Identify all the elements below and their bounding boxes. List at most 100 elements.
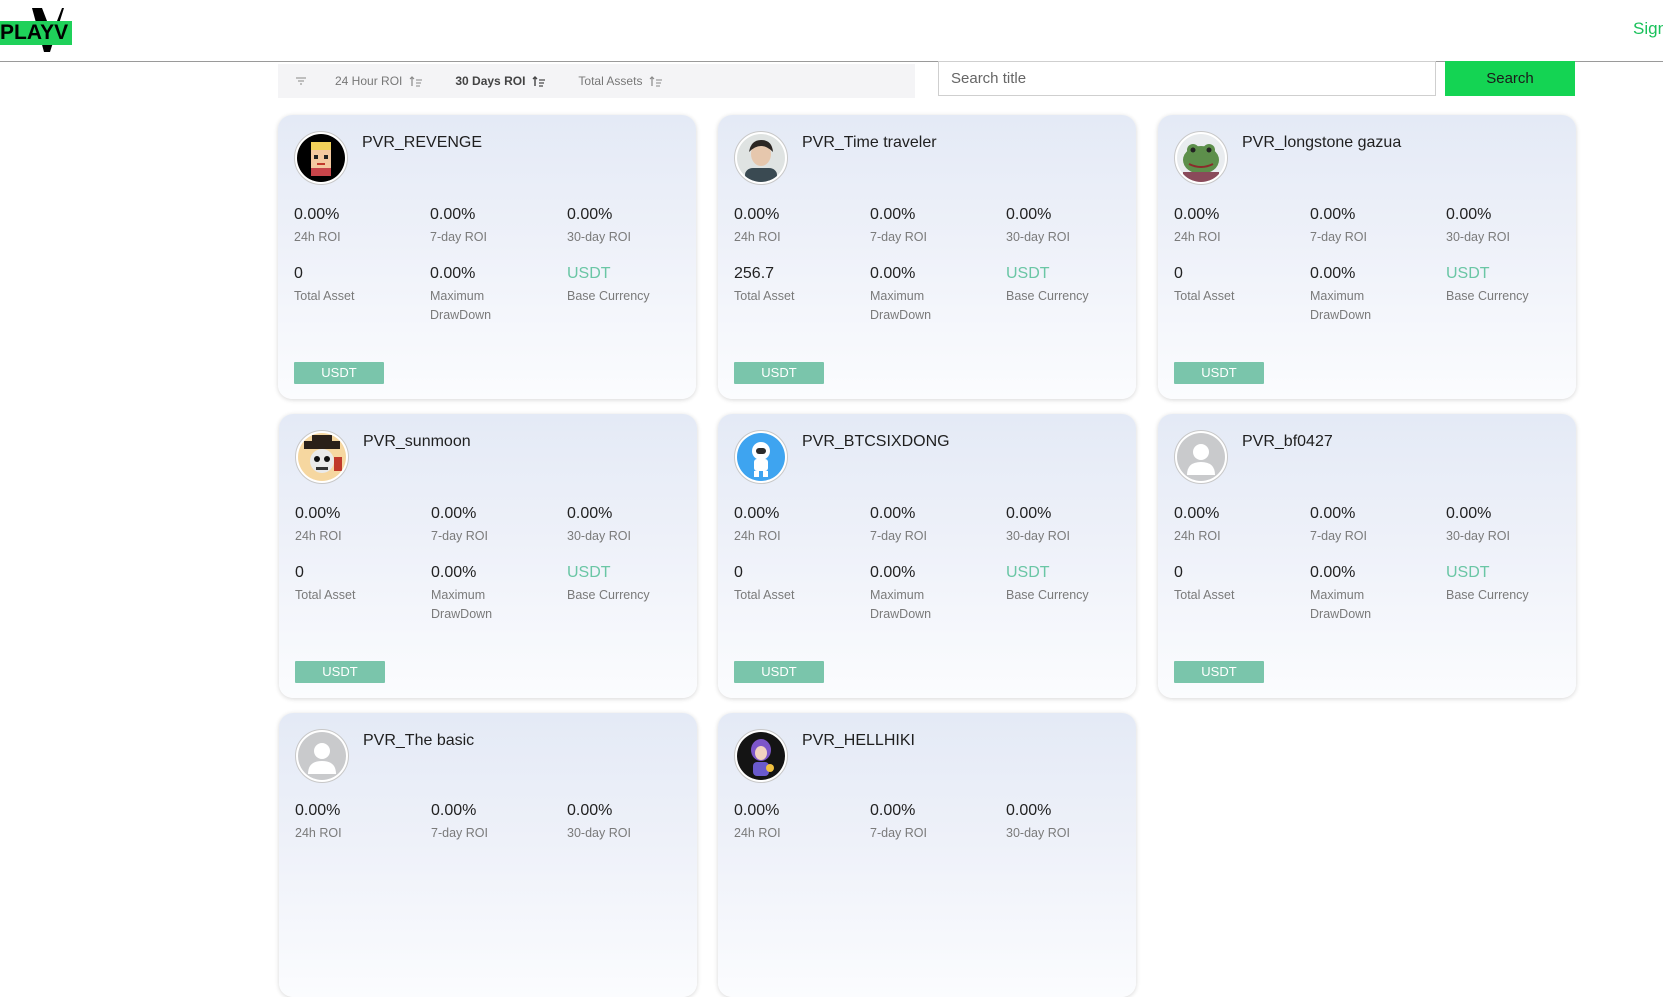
stat-value: 0.00% [567,802,613,819]
stat-7d-roi: 0.00% 7-day ROI [1310,504,1430,546]
stat-value: 0.00% [430,206,476,223]
trader-card[interactable]: PVR_REVENGE 0.00% 24h ROI 0.00% 7-day RO… [278,115,696,399]
stat-total-asset: 0 Total Asset [295,563,415,605]
currency-badge: USDT [295,661,385,683]
pixel-face-avatar-icon [297,134,345,182]
stat-label: Maximum DrawDown [430,287,550,325]
currency-badge: USDT [734,362,824,384]
trader-name[interactable]: PVR_BTCSIXDONG [802,433,950,450]
label-line: Maximum [870,289,925,303]
stat-label: Total Asset [734,588,795,602]
stat-30d-roi: 0.00% 30-day ROI [1446,504,1566,546]
stat-label: 24h ROI [295,826,342,840]
stat-total-asset: 0 Total Asset [1174,563,1294,605]
trader-name[interactable]: PVR_bf0427 [1242,433,1333,450]
stat-base-currency: USDT Base Currency [567,264,687,306]
stat-label: Total Asset [1174,289,1235,303]
astronaut-avatar-icon [737,433,785,481]
stat-value: USDT [1446,265,1490,282]
stat-value: 0.00% [1006,802,1052,819]
stat-label: Base Currency [1006,289,1089,303]
stat-label: 30-day ROI [1006,826,1070,840]
stat-total-asset: 256.7 Total Asset [734,264,854,306]
stat-label: 24h ROI [734,230,781,244]
stat-label: 24h ROI [734,529,781,543]
stat-label: Total Asset [294,289,355,303]
stat-value: 0.00% [1006,206,1052,223]
stat-label: 7-day ROI [870,529,927,543]
stat-max-drawdown: 0.00% Maximum DrawDown [870,264,990,325]
label-line: Maximum [430,289,485,303]
trader-name[interactable]: PVR_Time traveler [802,134,937,151]
stat-label: Total Asset [295,588,356,602]
stat-7d-roi: 0.00% 7-day ROI [1310,205,1430,247]
stat-value: 0 [1174,564,1183,581]
stat-label: 7-day ROI [431,826,488,840]
label-line: Maximum [431,588,486,602]
stat-label: 30-day ROI [567,230,631,244]
stat-label: Maximum DrawDown [431,586,551,624]
stat-total-asset: 0 Total Asset [294,264,414,306]
stat-value: 0.00% [567,505,613,522]
stat-label: 24h ROI [734,826,781,840]
trader-name[interactable]: PVR_The basic [363,732,475,749]
stat-value: 0.00% [1174,505,1220,522]
trader-card[interactable]: PVR_bf0427 0.00% 24h ROI 0.00% 7-day ROI… [1158,414,1576,698]
stat-label: Base Currency [567,588,650,602]
default-user-avatar-icon [1177,433,1225,481]
stat-label: 30-day ROI [567,529,631,543]
stat-7d-roi: 0.00% 7-day ROI [870,801,990,843]
skull-hat-avatar-icon [298,433,346,481]
stat-value: 0.00% [734,505,780,522]
filter-icon[interactable] [293,75,309,87]
stat-label: 30-day ROI [567,826,631,840]
stat-value: 0 [734,564,743,581]
search-input[interactable] [938,61,1436,96]
stat-max-drawdown: 0.00% Maximum DrawDown [431,563,551,624]
stat-label: 7-day ROI [1310,230,1367,244]
sort-24h-roi[interactable]: 24 Hour ROI [335,74,423,88]
stat-value: 0.00% [1310,265,1356,282]
anime-character-avatar-icon [737,732,785,780]
stat-label: Maximum DrawDown [870,287,990,325]
trader-card[interactable]: PVR_The basic 0.00% 24h ROI 0.00% 7-day … [279,713,697,997]
stat-label: Base Currency [1006,588,1089,602]
sort-total-assets[interactable]: Total Assets [578,74,663,88]
stat-7d-roi: 0.00% 7-day ROI [431,801,551,843]
stat-base-currency: USDT Base Currency [1006,563,1126,605]
frog-avatar-icon [1177,134,1225,182]
trader-name[interactable]: PVR_HELLHIKI [802,732,915,749]
stat-30d-roi: 0.00% 30-day ROI [567,205,687,247]
stat-value: USDT [567,265,611,282]
stat-value: 0.00% [1310,505,1356,522]
logo-text: PLAYV [0,21,73,45]
trader-card[interactable]: PVR_HELLHIKI 0.00% 24h ROI 0.00% 7-day R… [718,713,1136,997]
trader-name[interactable]: PVR_REVENGE [362,134,483,151]
stat-24h-roi: 0.00% 24h ROI [295,504,415,546]
trader-card[interactable]: PVR_BTCSIXDONG 0.00% 24h ROI 0.00% 7-day… [718,414,1136,698]
stat-value: 0.00% [870,564,916,581]
trader-card[interactable]: PVR_longstone gazua 0.00% 24h ROI 0.00% … [1158,115,1576,399]
stat-label: 7-day ROI [431,529,488,543]
stat-value: 0 [295,564,304,581]
trader-name[interactable]: PVR_longstone gazua [1242,134,1402,151]
stat-7d-roi: 0.00% 7-day ROI [870,205,990,247]
avatar [295,430,349,484]
stat-30d-roi: 0.00% 30-day ROI [567,504,687,546]
label-line: Maximum [1310,289,1365,303]
search-button[interactable]: Search [1445,61,1575,96]
stat-label: Base Currency [1446,289,1529,303]
trader-name[interactable]: PVR_sunmoon [363,433,471,450]
sort-30d-roi[interactable]: 30 Days ROI [455,74,546,88]
trader-card[interactable]: PVR_Time traveler 0.00% 24h ROI 0.00% 7-… [718,115,1136,399]
stat-max-drawdown: 0.00% Maximum DrawDown [430,264,550,325]
playv-logo[interactable]: PLAYV [0,8,80,52]
sort-ascending-icon [532,76,546,87]
stat-label: 24h ROI [295,529,342,543]
trader-card[interactable]: PVR_sunmoon 0.00% 24h ROI 0.00% 7-day RO… [279,414,697,698]
label-line: Maximum [1310,588,1365,602]
stat-max-drawdown: 0.00% Maximum DrawDown [1310,563,1430,624]
stat-label: Base Currency [1446,588,1529,602]
avatar [294,131,348,185]
signin-link[interactable]: Sign [1633,19,1663,38]
